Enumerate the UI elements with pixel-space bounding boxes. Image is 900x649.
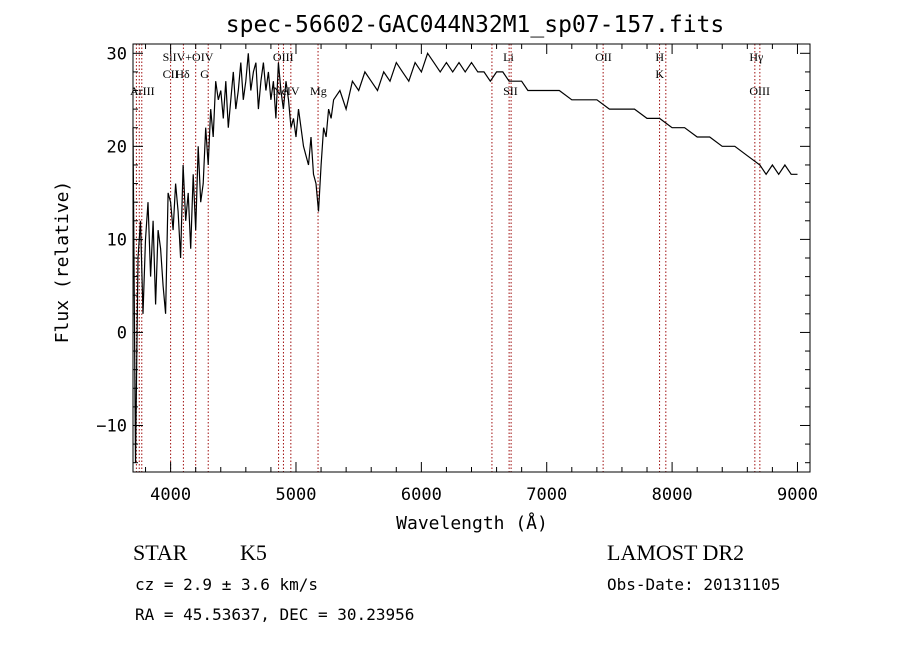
- line-label-bottom-7: K: [655, 67, 664, 81]
- line-label-top-8: Hγ: [749, 50, 764, 64]
- line-label-bottom-1: Hδ: [175, 67, 190, 81]
- line-label-top-6: OII: [595, 50, 612, 64]
- line-label-bottom-3: NeIV: [273, 84, 300, 98]
- survey-name: LAMOST DR2: [607, 540, 744, 565]
- y-tick-label-30: 30: [107, 44, 127, 64]
- line-label-bottom-4: Mg: [310, 84, 327, 98]
- x-tick-label-9000: 9000: [777, 485, 818, 505]
- line-label-bottom-0: CII: [163, 67, 179, 81]
- line-label-top-0: SiIV+OIV: [163, 50, 214, 64]
- line-label-bottom-2: G: [200, 67, 209, 81]
- x-tick-label-4000: 4000: [150, 485, 191, 505]
- x-axis-ticks: 4000 5000 6000 7000 8000 9000: [145, 44, 818, 505]
- object-subclass: K5: [240, 540, 267, 565]
- coordinates-text: RA = 45.53637, DEC = 30.23956: [135, 605, 414, 624]
- spectral-line-markers: [135, 44, 761, 472]
- spectrum-series-line: [132, 51, 798, 463]
- x-tick-label-8000: 8000: [652, 485, 693, 505]
- line-label-bottom-8: OIII: [749, 84, 770, 98]
- x-tick-label-7000: 7000: [526, 485, 567, 505]
- redshift-text: cz = 2.9 ± 3.6 km/s: [135, 575, 318, 594]
- line-label-top-3: OIII: [273, 50, 294, 64]
- chart-title: spec-56602-GAC044N32M1_sp07-157.fits: [226, 12, 725, 38]
- line-label-top-7: H: [655, 50, 664, 64]
- y-axis-ticks: −10 0 10 20 30: [96, 44, 810, 464]
- y-tick-label-10: 10: [107, 230, 127, 250]
- line-label-bottom-5: SII: [503, 84, 518, 98]
- line-label-top-5: Li: [503, 50, 514, 64]
- line-label-bottom-9: ArIII: [130, 84, 155, 98]
- x-tick-label-5000: 5000: [276, 485, 317, 505]
- x-tick-label-6000: 6000: [401, 485, 442, 505]
- plot-frame: [132, 43, 811, 473]
- y-tick-label-20: 20: [107, 137, 127, 157]
- y-tick-label-0: 0: [117, 323, 127, 343]
- object-class: STAR: [133, 540, 188, 565]
- y-axis-label: Flux (relative): [52, 181, 73, 344]
- x-axis-label: Wavelength (Å): [396, 512, 548, 534]
- obs-date-text: Obs-Date: 20131105: [607, 575, 780, 594]
- y-tick-label--10: −10: [96, 416, 127, 436]
